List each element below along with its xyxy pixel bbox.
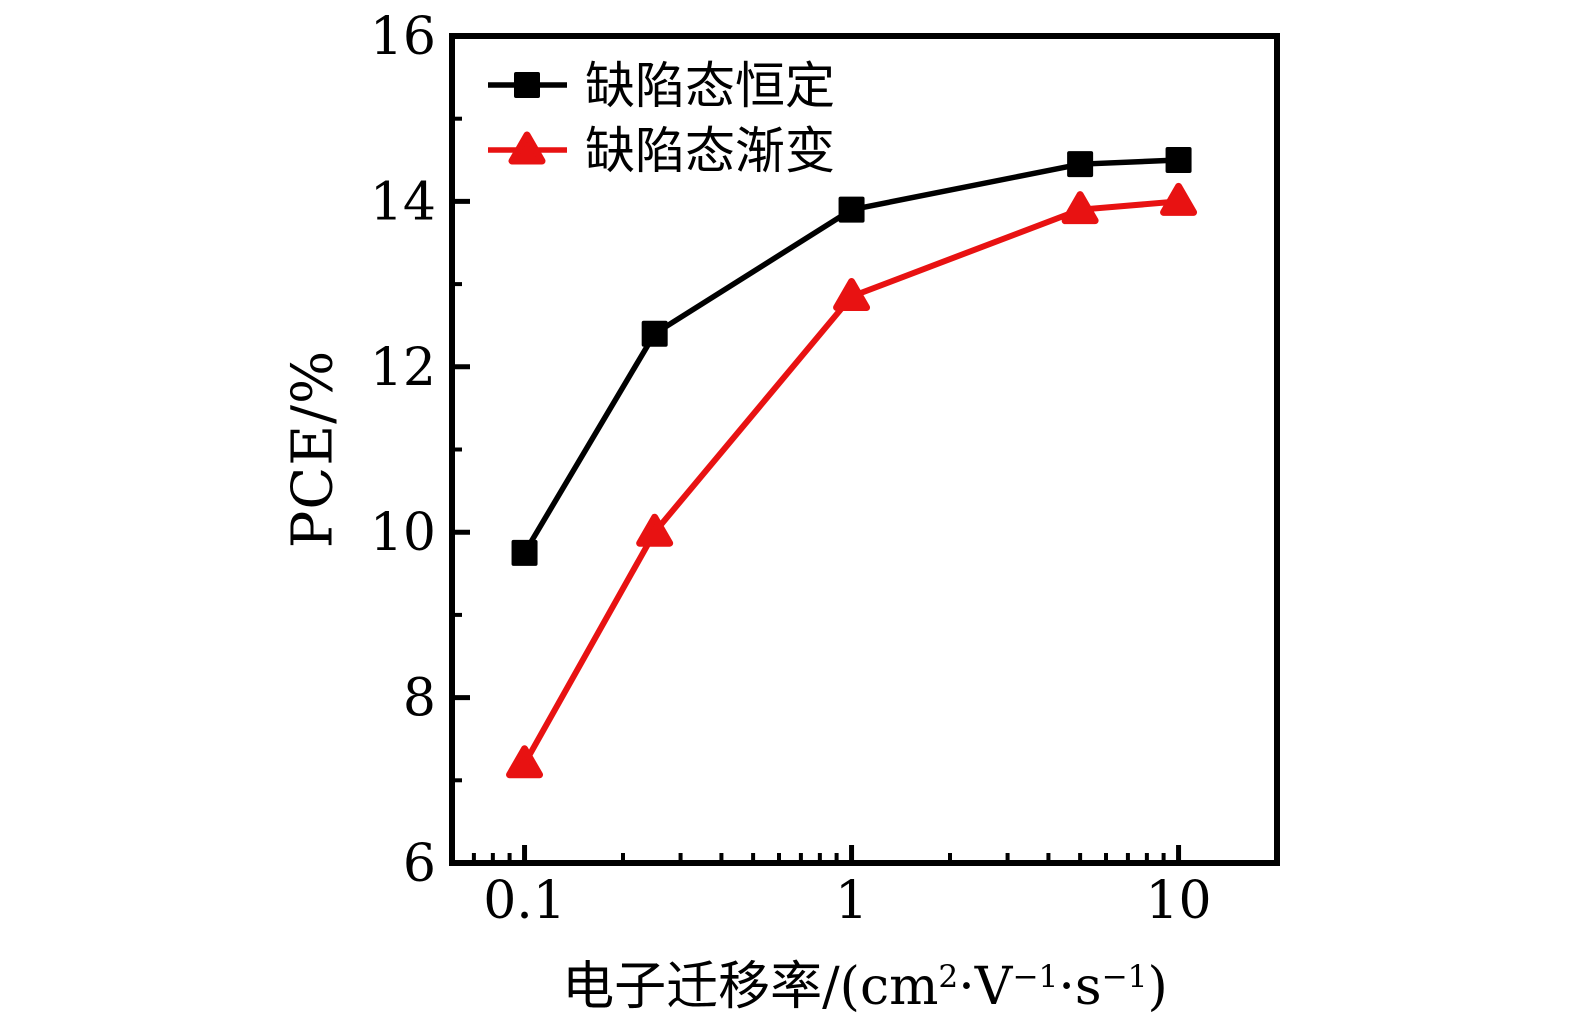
series-1-marker (636, 513, 674, 547)
y-axis-title: PCE/% (280, 349, 346, 549)
x-axis-title-segment: ) (1147, 957, 1168, 1017)
y-tick-label: 8 (403, 669, 436, 729)
series-1-marker (1160, 182, 1198, 216)
y-tick-label: 14 (370, 172, 436, 232)
x-tick-label: 10 (1145, 871, 1211, 931)
legend-label: 缺陷态恒定 (585, 57, 835, 115)
x-axis-title-segment: 电子迁移率/(cm (562, 957, 939, 1017)
x-axis-title-superscript: −1 (1101, 958, 1148, 995)
x-axis-title-segment: ·V (958, 957, 1013, 1017)
series-0-marker (1067, 151, 1094, 178)
y-tick-label: 6 (403, 834, 436, 894)
series-1-marker (1061, 191, 1099, 225)
series-0-marker (1165, 147, 1192, 174)
x-axis-title-superscript: 2 (938, 958, 959, 995)
x-tick-label: 0.1 (483, 871, 566, 931)
x-axis-title-segment: ·s (1058, 957, 1102, 1017)
legend-marker (514, 72, 540, 98)
legend-marker (508, 131, 546, 165)
x-tick-label: 1 (835, 871, 868, 931)
series-1-marker (506, 745, 544, 779)
y-tick-label: 12 (370, 338, 436, 398)
x-axis-title: 电子迁移率/(cm2·V−1·s−1) (452, 944, 1278, 1019)
legend-label: 缺陷态渐变 (585, 122, 835, 180)
series-0-marker (641, 320, 668, 347)
series-0-marker (511, 539, 538, 566)
series-1-marker (833, 278, 871, 312)
x-axis-title-superscript: −1 (1012, 958, 1059, 995)
series-0-marker (838, 196, 865, 223)
y-tick-label: 10 (370, 503, 436, 563)
y-tick-label: 16 (370, 7, 436, 67)
